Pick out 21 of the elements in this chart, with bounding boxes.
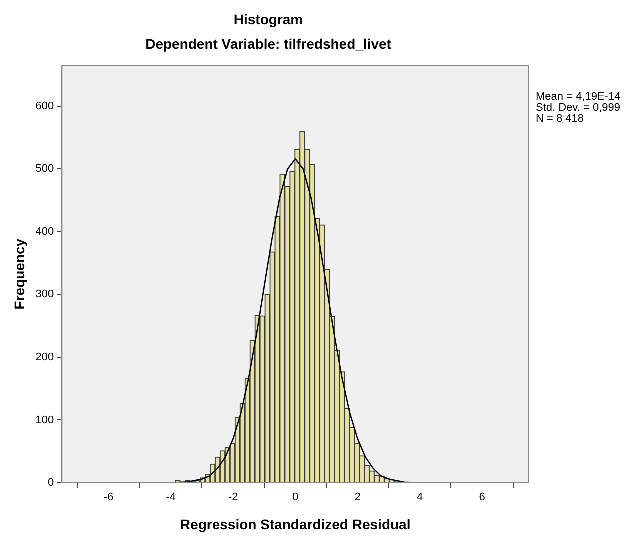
x-axis-title: Regression Standardized Residual — [180, 516, 411, 532]
text: Mean = 4,19E-14 — [536, 91, 621, 104]
text: N = 8 418 — [536, 113, 584, 126]
x-tick-label: 2 — [354, 492, 361, 504]
x-tick-label: 0 — [292, 492, 299, 504]
y-tick-label: 200 — [36, 351, 54, 364]
y-tick-label: 600 — [36, 100, 54, 112]
y-tick-label: 100 — [36, 414, 54, 426]
y-tick-label: 0 — [48, 477, 54, 490]
text: Std. Dev. = 0,999 — [536, 102, 620, 114]
x-tick-label: 4 — [417, 492, 424, 504]
y-tick-label: 500 — [36, 163, 54, 176]
y-axis-title: Frequency — [11, 238, 28, 310]
x-tick-label: -4 — [166, 492, 176, 504]
y-tick-label: 400 — [36, 226, 54, 238]
x-tick-label: -2 — [228, 492, 238, 504]
y-tick-label: 300 — [36, 288, 54, 301]
x-tick-label: -6 — [104, 492, 114, 504]
chart-subtitle: Dependent Variable: tilfredshed_livet — [146, 36, 392, 52]
chart-title: Histogram — [234, 11, 304, 28]
x-tick-label: 6 — [479, 492, 486, 504]
